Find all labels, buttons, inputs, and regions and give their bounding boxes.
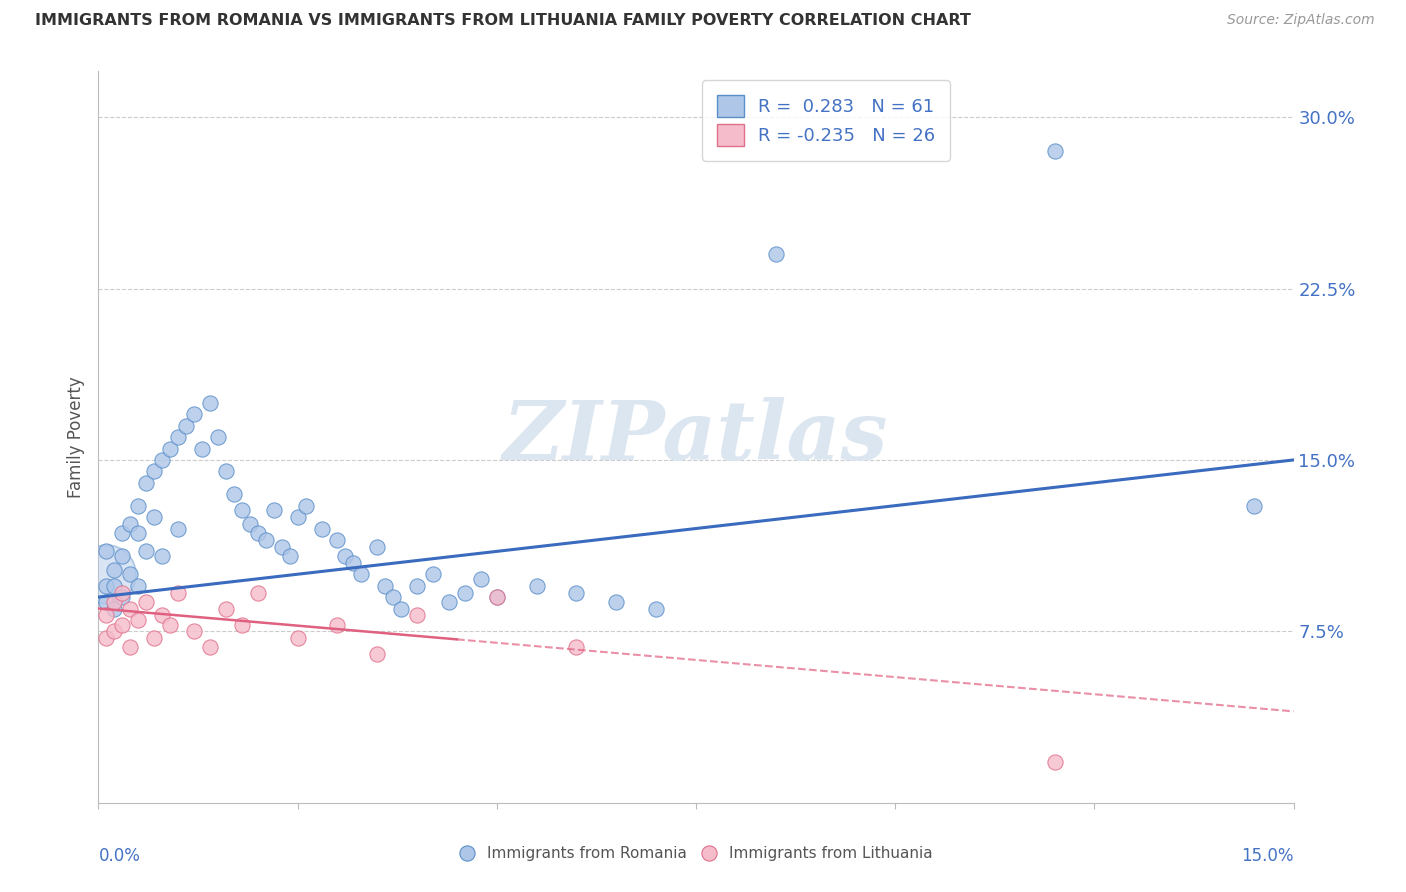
Point — [135, 475, 157, 490]
Point — [111, 549, 134, 563]
Point — [287, 632, 309, 646]
Point — [111, 526, 134, 541]
Point — [127, 499, 149, 513]
Point — [135, 544, 157, 558]
Point — [150, 608, 173, 623]
Point — [1043, 755, 1066, 769]
Point — [350, 567, 373, 582]
Point — [191, 442, 214, 456]
Point — [1243, 499, 1265, 513]
Point — [470, 572, 492, 586]
Point — [454, 585, 477, 599]
Point — [103, 595, 125, 609]
Point — [342, 556, 364, 570]
Point — [246, 526, 269, 541]
Text: IMMIGRANTS FROM ROMANIA VS IMMIGRANTS FROM LITHUANIA FAMILY POVERTY CORRELATION : IMMIGRANTS FROM ROMANIA VS IMMIGRANTS FR… — [35, 13, 972, 29]
Point — [96, 608, 118, 623]
Legend: R =  0.283   N = 61, R = -0.235   N = 26: R = 0.283 N = 61, R = -0.235 N = 26 — [703, 80, 950, 161]
Point — [96, 632, 118, 646]
Point — [103, 563, 125, 577]
Point — [111, 590, 134, 604]
Point — [135, 595, 157, 609]
Point — [143, 464, 166, 478]
Point — [120, 516, 142, 531]
Point — [96, 544, 118, 558]
Point — [111, 585, 134, 599]
Point — [239, 516, 262, 531]
Text: 15.0%: 15.0% — [1241, 847, 1294, 864]
Point — [278, 549, 301, 563]
Point — [406, 608, 429, 623]
Point — [366, 647, 388, 661]
Point — [485, 590, 508, 604]
Point — [167, 430, 190, 444]
Point — [382, 590, 405, 604]
Point — [294, 499, 316, 513]
Point — [167, 585, 190, 599]
Point — [366, 540, 388, 554]
Point — [565, 585, 588, 599]
Point — [143, 632, 166, 646]
Point — [167, 521, 190, 535]
Text: 0.0%: 0.0% — [98, 847, 141, 864]
Point — [103, 624, 125, 639]
Point — [485, 590, 508, 604]
Point — [270, 540, 292, 554]
Point — [605, 595, 627, 609]
Point — [127, 613, 149, 627]
Point — [198, 396, 221, 410]
Point — [231, 503, 253, 517]
Point — [103, 601, 125, 615]
Point — [389, 601, 412, 615]
Y-axis label: Family Poverty: Family Poverty — [66, 376, 84, 498]
Point — [374, 579, 396, 593]
Point — [326, 533, 349, 547]
Point — [120, 640, 142, 655]
Point — [150, 453, 173, 467]
Point — [183, 624, 205, 639]
Point — [120, 567, 142, 582]
Point — [311, 521, 333, 535]
Text: Source: ZipAtlas.com: Source: ZipAtlas.com — [1227, 13, 1375, 28]
Point — [207, 430, 229, 444]
Point — [326, 617, 349, 632]
Point — [437, 595, 460, 609]
Point — [422, 567, 444, 582]
Point — [526, 579, 548, 593]
Point — [287, 510, 309, 524]
Point — [183, 407, 205, 421]
Point — [103, 579, 125, 593]
Point — [565, 640, 588, 655]
Point — [406, 579, 429, 593]
Point — [254, 533, 277, 547]
Point — [246, 585, 269, 599]
Point — [96, 567, 118, 582]
Point — [335, 549, 357, 563]
Point — [143, 510, 166, 524]
Point — [198, 640, 221, 655]
Text: ZIPatlas: ZIPatlas — [503, 397, 889, 477]
Point — [645, 601, 668, 615]
Point — [96, 595, 118, 609]
Point — [263, 503, 285, 517]
Point — [127, 579, 149, 593]
Point — [222, 487, 245, 501]
Point — [159, 442, 181, 456]
Point — [127, 526, 149, 541]
Point — [1043, 145, 1066, 159]
Point — [174, 418, 197, 433]
Point — [765, 247, 787, 261]
Point — [120, 601, 142, 615]
Point — [159, 617, 181, 632]
Point — [111, 617, 134, 632]
Point — [231, 617, 253, 632]
Point — [215, 601, 238, 615]
Point — [150, 549, 173, 563]
Point — [96, 579, 118, 593]
Point — [215, 464, 238, 478]
